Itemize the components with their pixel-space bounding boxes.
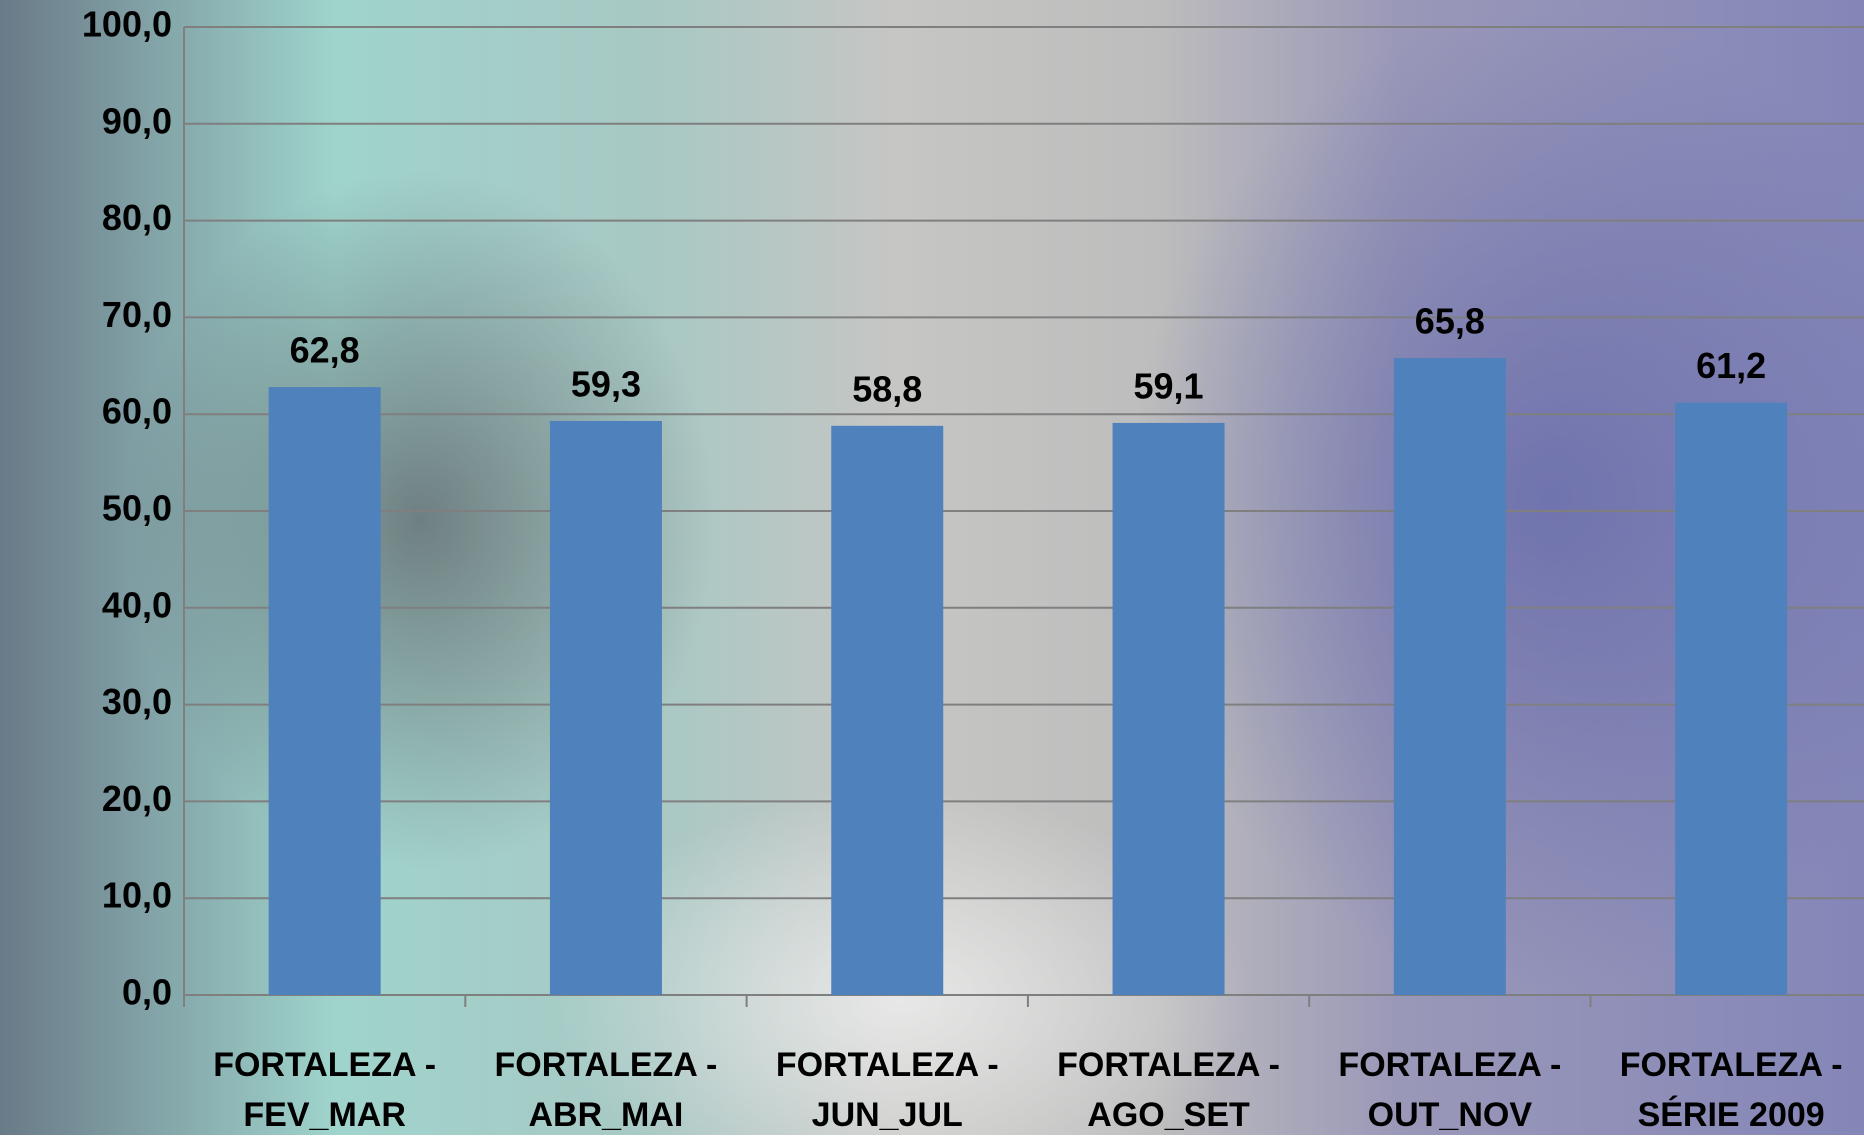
bar [1393, 358, 1506, 995]
bar [268, 387, 381, 995]
bar [1112, 422, 1225, 995]
y-tick-label: 10,0 [102, 875, 172, 916]
x-tick-label: FORTALEZA - AGO_SET [1057, 1046, 1280, 1134]
y-tick-label: 0,0 [122, 972, 172, 1013]
value-label: 61,2 [1696, 345, 1766, 386]
y-tick-label: 60,0 [102, 391, 172, 432]
bar [831, 425, 944, 995]
bar [549, 420, 662, 995]
value-label: 59,3 [571, 363, 641, 404]
x-tick-label: FORTALEZA - OUT_NOV [1338, 1046, 1562, 1134]
bar [1675, 402, 1788, 996]
y-tick-label: 100,0 [82, 4, 172, 45]
value-label: 62,8 [290, 330, 360, 371]
value-label: 58,8 [852, 368, 922, 409]
x-tick-label: FORTALEZA - SÉRIE 2009 [1619, 1046, 1843, 1134]
value-label: 65,8 [1415, 301, 1485, 342]
y-tick-label: 30,0 [102, 681, 172, 722]
y-tick-label: 50,0 [102, 488, 172, 529]
x-tick-label: FORTALEZA - JUN_JUL [775, 1046, 999, 1134]
y-tick-label: 70,0 [102, 294, 172, 335]
y-tick-label: 90,0 [102, 100, 172, 141]
x-tick-label: FORTALEZA - ABR_MAI [494, 1046, 718, 1134]
y-tick-label: 80,0 [102, 197, 172, 238]
y-tick-label: 40,0 [102, 584, 172, 625]
y-tick-label: 20,0 [102, 778, 172, 819]
x-tick-label: FORTALEZA - FEV_MAR [213, 1046, 437, 1134]
value-label: 59,1 [1134, 365, 1204, 406]
